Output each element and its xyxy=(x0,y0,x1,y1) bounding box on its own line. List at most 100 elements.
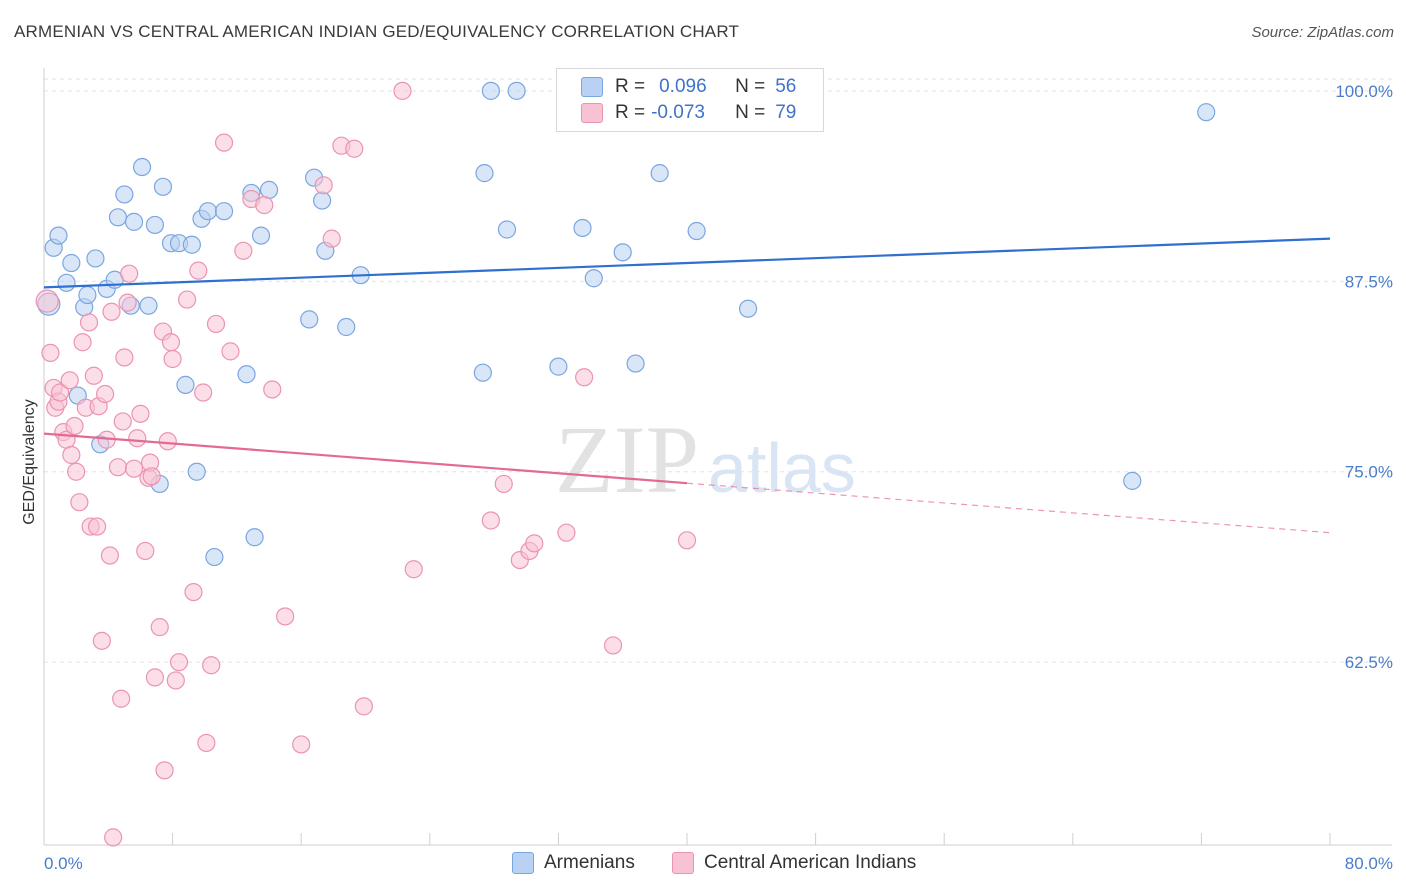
y-tick-label: 62.5% xyxy=(1345,653,1393,672)
point-central-american-indians xyxy=(128,429,147,448)
legend-label-central-american-indians: Central American Indians xyxy=(704,852,917,873)
point-armenians xyxy=(300,310,319,329)
point-central-american-indians xyxy=(35,289,59,313)
point-armenians xyxy=(573,218,592,238)
point-armenians xyxy=(1197,103,1216,122)
point-central-american-indians xyxy=(120,264,139,283)
point-armenians xyxy=(507,81,526,100)
point-central-american-indians xyxy=(214,133,234,152)
x-tick-labels: 0.0% 80.0% xyxy=(44,854,1393,873)
point-central-american-indians xyxy=(404,560,423,579)
point-armenians xyxy=(145,215,165,235)
point-central-american-indians xyxy=(124,459,144,478)
point-central-american-indians xyxy=(194,383,213,402)
chart-title: ARMENIAN VS CENTRAL AMERICAN INDIAN GED/… xyxy=(14,22,740,41)
point-central-american-indians xyxy=(70,493,89,512)
point-armenians xyxy=(182,235,201,254)
point-central-american-indians xyxy=(41,343,60,362)
legend-n-label: N = xyxy=(735,76,766,97)
point-central-american-indians xyxy=(87,517,107,536)
point-armenians xyxy=(198,202,218,221)
point-central-american-indians xyxy=(202,656,221,675)
point-central-american-indians xyxy=(221,342,240,361)
point-central-american-indians xyxy=(677,531,697,550)
trend-line-extension xyxy=(686,482,1331,534)
point-armenians xyxy=(124,212,144,231)
point-central-american-indians xyxy=(263,380,282,399)
point-central-american-indians xyxy=(50,383,70,402)
point-armenians xyxy=(259,180,279,199)
point-armenians xyxy=(251,226,271,245)
legend-item-armenians: Armenians xyxy=(512,852,635,874)
point-armenians xyxy=(687,221,706,241)
point-central-american-indians xyxy=(92,631,111,650)
point-central-american-indians xyxy=(292,735,311,754)
point-armenians xyxy=(62,253,81,273)
point-central-american-indians xyxy=(79,313,99,332)
point-central-american-indians xyxy=(255,196,274,215)
point-central-american-indians xyxy=(345,139,364,158)
point-central-american-indians xyxy=(481,511,500,530)
point-central-american-indians xyxy=(145,668,165,687)
trend-line-armenians xyxy=(43,237,1331,289)
y-tick-label: 100.0% xyxy=(1335,82,1393,101)
point-armenians xyxy=(237,365,256,384)
point-central-american-indians xyxy=(161,333,181,352)
point-central-american-indians xyxy=(131,404,150,423)
point-central-american-indians xyxy=(169,653,189,672)
point-armenians xyxy=(86,249,105,268)
point-central-american-indians xyxy=(155,761,174,780)
legend-n-value: 56 xyxy=(775,76,797,97)
point-armenians xyxy=(153,177,173,196)
legend-swatch-central-american-indians xyxy=(672,852,694,874)
point-central-american-indians xyxy=(100,546,120,565)
point-armenians xyxy=(176,375,195,394)
y-tick-label: 87.5% xyxy=(1345,272,1393,291)
point-armenians xyxy=(108,208,128,227)
source-label: Source: ZipAtlas.com xyxy=(1251,24,1394,41)
point-central-american-indians xyxy=(557,523,576,542)
legend-n-label: N = xyxy=(735,102,766,123)
legend-r-label: R = xyxy=(615,76,646,97)
data-points xyxy=(35,81,1216,847)
point-central-american-indians xyxy=(112,689,131,708)
legend-r-label: R = xyxy=(615,102,646,123)
point-armenians xyxy=(245,528,264,547)
point-central-american-indians xyxy=(189,261,208,280)
point-central-american-indians xyxy=(354,697,373,716)
point-central-american-indians xyxy=(73,333,92,352)
watermark-zip: ZIP xyxy=(555,406,699,513)
point-central-american-indians xyxy=(104,828,123,847)
point-armenians xyxy=(738,299,758,318)
point-armenians xyxy=(49,226,68,245)
point-central-american-indians xyxy=(60,371,79,390)
point-central-american-indians xyxy=(322,229,341,248)
point-central-american-indians xyxy=(115,348,134,367)
point-armenians xyxy=(613,243,632,262)
point-central-american-indians xyxy=(163,349,182,369)
point-central-american-indians xyxy=(603,636,623,655)
point-central-american-indians xyxy=(184,582,203,602)
point-central-american-indians xyxy=(67,462,86,481)
x-tick-label: 80.0% xyxy=(1345,854,1393,873)
point-central-american-indians xyxy=(62,445,81,465)
legend-r-value: 0.096 xyxy=(659,76,707,97)
point-central-american-indians xyxy=(166,671,185,690)
point-armenians xyxy=(78,285,97,305)
point-armenians xyxy=(626,354,645,373)
point-central-american-indians xyxy=(575,368,594,387)
point-armenians xyxy=(650,164,669,183)
point-central-american-indians xyxy=(150,618,169,637)
trend-line-central-american-indians xyxy=(43,432,688,485)
y-tick-label: 75.0% xyxy=(1345,463,1393,482)
point-central-american-indians xyxy=(142,467,161,486)
point-armenians xyxy=(132,157,152,177)
point-central-american-indians xyxy=(102,302,121,321)
legend-swatch-armenians xyxy=(512,852,534,874)
watermark-atlas: atlas xyxy=(708,429,856,507)
x-tick-label: 0.0% xyxy=(44,854,83,873)
point-armenians xyxy=(57,273,76,292)
point-central-american-indians xyxy=(136,541,155,561)
legend-r-value: -0.073 xyxy=(651,102,705,123)
